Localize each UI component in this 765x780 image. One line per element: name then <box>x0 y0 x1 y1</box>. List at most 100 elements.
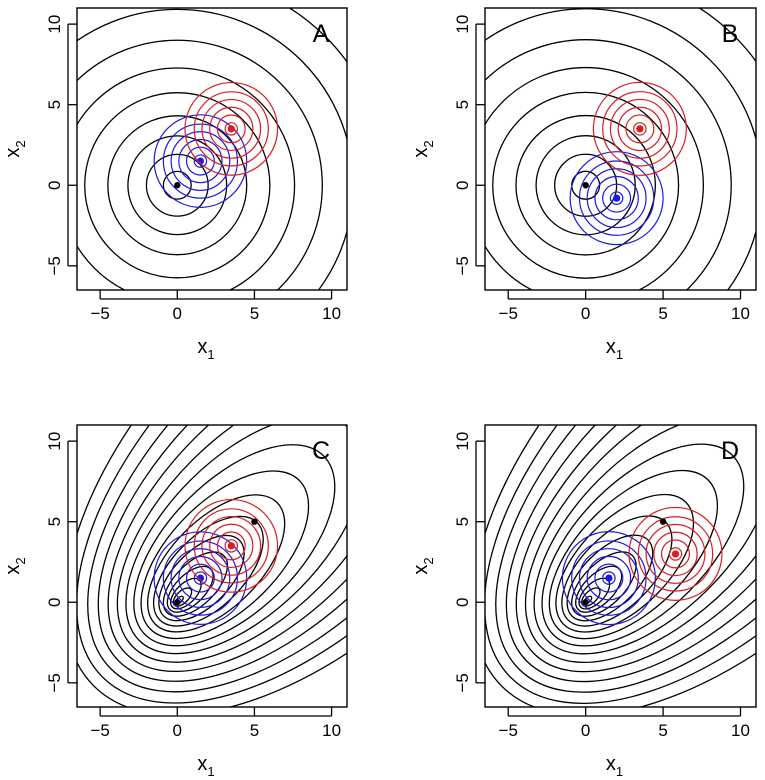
red-center-point <box>227 125 235 133</box>
blue-contour <box>609 191 624 205</box>
blue-contour <box>162 540 239 616</box>
red-contour <box>653 531 698 577</box>
x-tick-label: 5 <box>658 721 667 740</box>
y-tick-label: 5 <box>453 517 472 526</box>
background-contour <box>515 425 756 673</box>
background-contour <box>158 534 245 622</box>
red-contour <box>209 523 254 569</box>
blue-center-point <box>196 157 205 165</box>
red-contour <box>609 98 670 159</box>
y-axis-label: x2 <box>2 140 28 157</box>
plot-area <box>485 425 756 707</box>
background-contour <box>485 425 756 705</box>
background-contour <box>492 91 680 279</box>
x-tick-label: 0 <box>173 721 182 740</box>
y-tick-label: 10 <box>453 15 472 34</box>
background-contour <box>555 493 695 633</box>
black-point <box>174 599 181 606</box>
x-tick-label: −5 <box>90 721 109 740</box>
background-contour <box>97 425 347 682</box>
blue-contour <box>193 571 208 585</box>
black-point <box>582 182 589 189</box>
y-tick-label: −5 <box>45 673 64 692</box>
background-contour <box>495 425 756 693</box>
x-tick-label: 0 <box>173 304 182 323</box>
blue-contour <box>178 555 223 601</box>
x-tick-label: 10 <box>322 304 341 323</box>
blue-center-point <box>605 574 613 582</box>
y-tick-label: 5 <box>453 100 472 109</box>
black-point <box>659 518 667 525</box>
background-contour <box>515 114 656 256</box>
red-center-point <box>671 550 680 558</box>
red-contour <box>592 81 687 176</box>
x-tick-label: 5 <box>250 721 259 740</box>
x-axis-label: x1 <box>606 336 623 362</box>
blue-contour <box>569 151 664 246</box>
background-contour <box>566 534 654 622</box>
background-contour <box>541 443 745 647</box>
x-axis-label: x1 <box>197 753 214 779</box>
x-tick-label: −5 <box>499 304 518 323</box>
plot-frame <box>76 7 348 291</box>
y-tick-label: 10 <box>453 432 472 451</box>
red-distribution <box>184 498 279 593</box>
red-contour <box>216 114 246 144</box>
red-contour <box>637 516 714 592</box>
plot-frame <box>76 424 348 708</box>
y-tick-label: 0 <box>453 181 472 190</box>
blue-contour <box>185 146 215 176</box>
plot-area <box>77 425 347 707</box>
background-contour <box>533 425 756 655</box>
x-tick-label: 10 <box>731 304 750 323</box>
background-contour <box>77 425 347 704</box>
background-contour <box>485 39 732 290</box>
background-contour <box>107 115 248 256</box>
panel-d: −5 0 5 10 −5 0 5 10 x1 x2 D <box>410 424 757 779</box>
background-contour <box>125 425 347 655</box>
red-contour <box>625 114 655 144</box>
black-point <box>582 599 589 606</box>
red-contour <box>209 106 254 152</box>
y-tick-label: 10 <box>45 15 64 34</box>
red-contour <box>224 122 239 136</box>
background-contour <box>133 444 336 647</box>
black-point <box>251 518 258 525</box>
background-contour <box>485 66 704 290</box>
x-axis-label: x1 <box>197 336 214 362</box>
red-contour <box>201 515 262 576</box>
background-contour <box>162 170 192 200</box>
background-contour <box>505 425 756 683</box>
blue-distribution <box>153 531 248 625</box>
background-contour <box>84 92 271 279</box>
y-tick-label: 5 <box>45 100 64 109</box>
y-tick-label: 10 <box>45 432 64 451</box>
y-tick-label: 5 <box>45 517 64 526</box>
x-tick-label: 0 <box>581 304 590 323</box>
blue-contour <box>602 571 616 585</box>
background-contour <box>107 425 347 673</box>
y-tick-label: −5 <box>453 256 472 275</box>
blue-contour <box>602 183 632 213</box>
x-tick-label: 0 <box>581 721 590 740</box>
plot-area <box>77 8 347 290</box>
red-contour <box>645 523 706 584</box>
x-tick-label: 5 <box>250 304 259 323</box>
blue-contour <box>153 114 248 208</box>
x-tick-label: −5 <box>90 304 109 323</box>
blue-contour <box>178 138 223 184</box>
background-contour <box>145 153 209 217</box>
red-contour <box>668 547 683 561</box>
background-contour <box>77 425 347 707</box>
x-tick-label: 10 <box>731 721 750 740</box>
x-tick-label: 5 <box>658 304 667 323</box>
panel-c: −5 0 5 10 −5 0 5 10 x1 x2 C <box>2 424 348 779</box>
red-center-point <box>636 125 644 133</box>
blue-contour <box>594 563 624 593</box>
blue-contour <box>578 160 655 236</box>
background-contour <box>147 494 286 633</box>
blue-center-point <box>196 574 205 582</box>
blue-contour <box>594 175 639 221</box>
panel-b: −5 0 5 10 −5 0 5 10 x1 x2 B <box>410 7 757 362</box>
blue-contour <box>153 531 248 625</box>
